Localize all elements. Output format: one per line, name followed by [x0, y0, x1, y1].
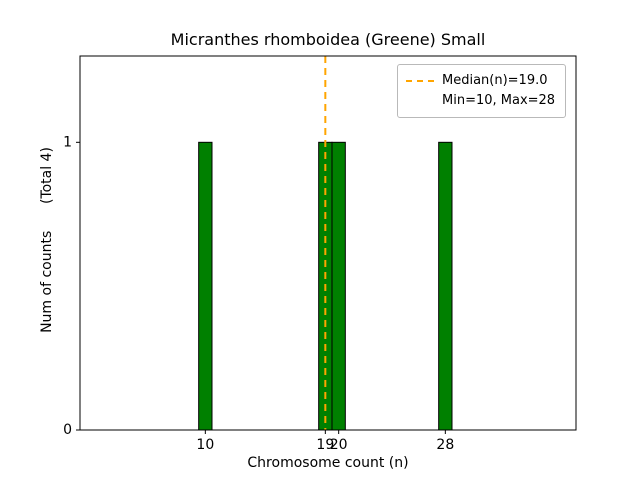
- legend-label-minmax: Min=10, Max=28: [442, 93, 556, 108]
- bar-20: [331, 141, 346, 431]
- legend-label-median: Median(n)=19.0: [442, 73, 548, 88]
- median-line-legend-swatch: [406, 80, 434, 82]
- bar-28: [438, 141, 453, 431]
- bar-10: [198, 141, 213, 431]
- x-tick-label-19: 19: [316, 437, 334, 453]
- axes-frame: [79, 55, 577, 431]
- y-tick-label-1: 1: [63, 134, 72, 150]
- x-tick-label-20: 20: [330, 437, 348, 453]
- legend-swatch-empty: [406, 100, 434, 102]
- y-axis-label: Num of counts (Total 4): [39, 147, 55, 333]
- legend-entry-minmax: Min=10, Max=28: [406, 91, 555, 111]
- x-tick-label-28: 28: [436, 437, 454, 453]
- y-tick-label-0: 0: [63, 422, 72, 438]
- chart-title: Micranthes rhomboidea (Greene) Small: [170, 30, 486, 49]
- legend-entry-median: Median(n)=19.0: [406, 71, 555, 91]
- x-axis-label: Chromosome count (n): [247, 455, 409, 471]
- legend: Median(n)=19.0 Min=10, Max=28: [397, 64, 567, 118]
- x-tick-label-10: 10: [196, 437, 214, 453]
